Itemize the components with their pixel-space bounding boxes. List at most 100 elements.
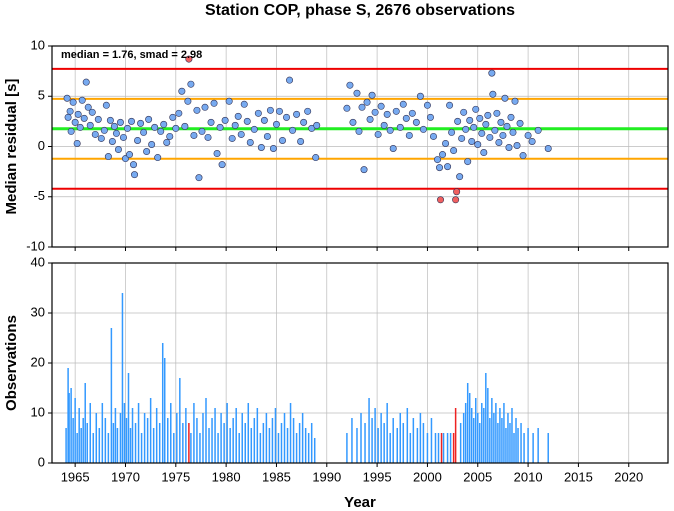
bar (446, 433, 449, 463)
data-point (102, 101, 110, 109)
data-point (349, 118, 357, 126)
data-point (493, 109, 501, 117)
data-point (269, 145, 277, 153)
data-point (480, 149, 488, 157)
bar (454, 408, 457, 463)
bar (505, 428, 507, 463)
bar (472, 418, 475, 463)
data-point (185, 55, 193, 63)
data-point (453, 188, 461, 196)
bar (188, 423, 190, 463)
bar (78, 408, 80, 463)
data-point (396, 123, 404, 131)
bar (477, 413, 479, 463)
bar (389, 433, 391, 463)
data-point (474, 140, 482, 148)
data-point (266, 106, 274, 114)
data-point (231, 121, 239, 129)
bar (277, 433, 280, 463)
bar (517, 428, 519, 463)
data-point (297, 137, 305, 145)
data-point (240, 100, 248, 108)
bar (182, 423, 184, 463)
bar (70, 388, 72, 463)
data-point (198, 127, 206, 135)
data-point (505, 144, 513, 152)
data-point (534, 126, 542, 134)
bar (483, 408, 485, 463)
y-axis-label: Median residual [s] (3, 79, 20, 215)
bar (499, 408, 501, 463)
bar (214, 408, 216, 463)
chart-title: Station COP, phase S, 2676 observations (205, 2, 515, 19)
data-point (300, 118, 308, 126)
data-point (368, 91, 376, 99)
bar (520, 423, 522, 463)
bar (464, 403, 467, 463)
bar (434, 433, 437, 463)
data-point (528, 137, 536, 145)
data-point (434, 156, 442, 164)
x-axis-label: Year (344, 494, 376, 511)
data-point (464, 158, 472, 166)
data-point (97, 134, 105, 142)
data-point (499, 131, 507, 139)
bar (235, 408, 237, 463)
data-point (237, 130, 245, 138)
data-point (134, 136, 142, 144)
bar (68, 393, 70, 463)
data-point (143, 148, 151, 156)
data-point (130, 161, 138, 169)
data-point (383, 110, 391, 118)
data-point (225, 97, 233, 105)
bar (383, 423, 385, 463)
data-point (163, 138, 171, 146)
bar (377, 428, 379, 463)
bar (129, 428, 132, 463)
bar (179, 378, 181, 463)
bar (202, 413, 204, 463)
data-point (491, 126, 499, 134)
data-point (84, 103, 92, 111)
data-point (380, 121, 388, 129)
bar (196, 418, 198, 463)
bar (511, 408, 513, 463)
bar (121, 293, 124, 463)
data-point (466, 116, 474, 124)
bar (392, 418, 394, 463)
bar (226, 403, 228, 463)
data-point (204, 133, 212, 141)
bar (76, 433, 78, 463)
bar (256, 408, 259, 463)
bar (503, 403, 505, 463)
bar (101, 403, 104, 463)
bar (65, 428, 67, 463)
data-point (64, 113, 72, 121)
data-point (478, 129, 486, 137)
x-tick-label: 2015 (564, 469, 593, 484)
data-point (377, 102, 385, 110)
data-point (470, 123, 478, 131)
y-axis-label: Observations (3, 315, 20, 411)
data-point (444, 163, 452, 171)
data-point (116, 118, 124, 126)
data-point (371, 108, 379, 116)
bar (131, 408, 134, 463)
data-point (358, 103, 366, 111)
bar (304, 428, 307, 463)
data-point (386, 126, 394, 134)
bar (313, 438, 316, 463)
data-point (458, 134, 466, 142)
bar (374, 408, 376, 463)
bar (422, 423, 425, 463)
data-point (119, 133, 127, 141)
bar (364, 423, 366, 463)
data-point (405, 131, 413, 139)
y-tick-label: 10 (31, 37, 45, 52)
data-point (497, 118, 505, 126)
data-point (454, 117, 462, 125)
data-point (184, 97, 192, 105)
data-point (140, 128, 148, 136)
data-point (69, 98, 77, 106)
bar (86, 423, 88, 463)
